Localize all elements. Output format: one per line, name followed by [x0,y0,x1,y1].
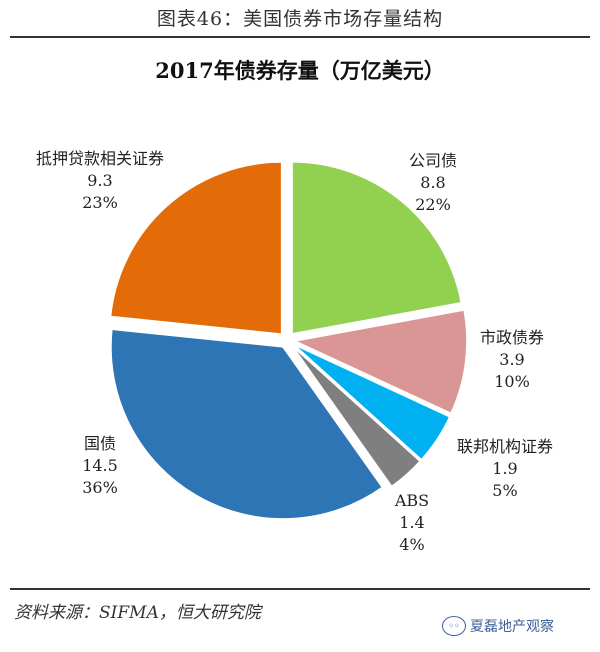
label-mortgage: 抵押贷款相关证券 9.3 23% [20,148,180,214]
watermark-text: 夏磊地产观察 [470,619,554,635]
slice-mortgage [109,161,283,335]
label-corporate-name: 公司债 [408,151,457,170]
label-abs-pct: 4% [399,535,425,554]
watermark: ◦◦ 夏磊地产观察 [442,616,554,636]
label-treasury-name: 国债 [83,434,116,453]
figure-title: 图表46：美国债券市场存量结构 [156,8,444,30]
source-note: 资料来源：SIFMA，恒大研究院 [14,603,261,623]
label-mortgage-value: 9.3 [87,171,113,190]
label-corporate-value: 8.8 [420,173,446,192]
label-municipal-value: 3.9 [499,350,525,369]
bottom-rule [10,588,590,590]
chart-title: 2017年债券存量（万亿美元） [155,58,445,83]
label-treasury-value: 14.5 [82,456,118,475]
wechat-icon: ◦◦ [442,616,466,636]
slice-agency [293,343,451,461]
label-municipal: 市政债券 3.9 10% [462,327,562,393]
label-agency-name: 联邦机构证券 [456,437,553,456]
label-abs-name: ABS [394,491,430,510]
label-abs: ABS 1.4 4% [372,490,452,556]
label-corporate-pct: 22% [415,195,451,214]
slice-corporate [291,161,463,335]
label-treasury: 国债 14.5 36% [60,433,140,499]
slice-abs [291,345,422,488]
label-agency: 联邦机构证券 1.9 5% [430,436,580,502]
label-agency-pct: 5% [492,481,518,500]
label-municipal-name: 市政债券 [479,328,544,347]
label-treasury-pct: 36% [82,478,118,497]
label-corporate: 公司债 8.8 22% [388,150,478,216]
label-mortgage-name: 抵押贷款相关证券 [35,149,164,168]
label-mortgage-pct: 23% [82,193,118,212]
slice-municipal [292,309,468,415]
slice-treasury [110,328,384,520]
label-abs-value: 1.4 [399,513,425,532]
top-rule [10,36,590,38]
label-municipal-pct: 10% [494,372,530,391]
pie-chart [109,161,468,520]
label-agency-value: 1.9 [492,459,518,478]
